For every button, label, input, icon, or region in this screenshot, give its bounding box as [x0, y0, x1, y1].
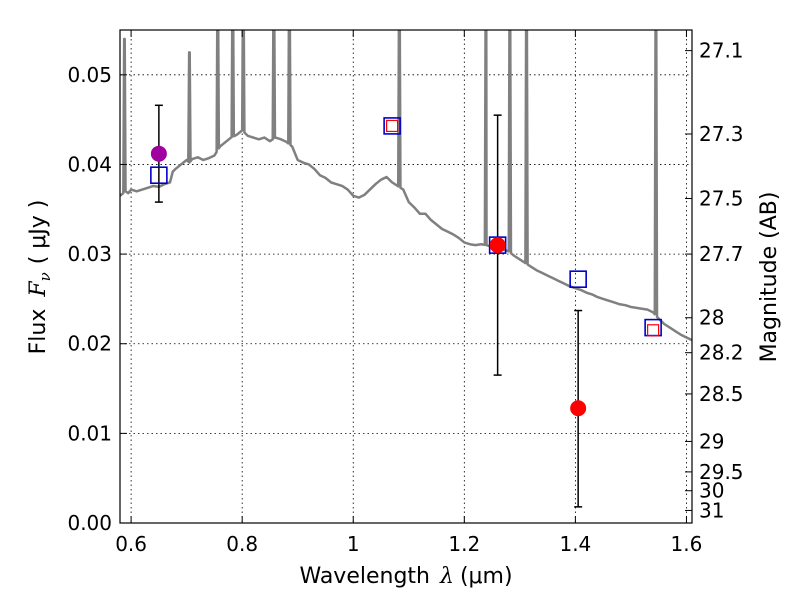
plot-series	[120, 30, 692, 508]
y2-tick-label: 30	[699, 479, 724, 503]
observed-point	[150, 145, 167, 162]
inner-square	[386, 119, 399, 133]
y-tick-label: 0.01	[67, 421, 112, 445]
model-spectrum-line	[120, 30, 692, 342]
y2-tick-label: 29	[699, 429, 724, 453]
model-photometry-square	[150, 166, 168, 185]
axes: 0.6 0.8 1 1.2 1.4 1.6 0.00 0.01 0.02 0.03 0.04 0.05…	[67, 30, 744, 556]
y2-tick-label: 29.5	[699, 460, 744, 484]
x-tick-label: 1.2	[448, 532, 480, 556]
model-photometry-square	[569, 270, 587, 288]
x-tick-label: 1.4	[559, 532, 591, 556]
observed-point	[489, 237, 506, 254]
x-tick-label: 1	[347, 532, 360, 556]
y-tick-label: 0.00	[67, 511, 112, 535]
model-photometry-square	[383, 117, 401, 135]
x-tick-label: 0.6	[115, 532, 147, 556]
y2-tick-label: 27.5	[699, 187, 744, 211]
grid	[120, 30, 692, 524]
x-tick-label: 1.6	[671, 532, 703, 556]
y2-tick-label: 27.7	[699, 242, 744, 266]
plot-frame	[119, 29, 693, 524]
y-tick-label: 0.05	[67, 63, 112, 87]
inner-square	[647, 324, 660, 337]
y-tick-label: 0.02	[67, 332, 112, 356]
y2-tick-label: 27.1	[699, 39, 744, 63]
y2-tick-label: 27.3	[699, 122, 744, 146]
y2-tick-label: 28	[699, 306, 724, 330]
y-tick-label: 0.03	[67, 242, 112, 266]
y-tick-label: 0.04	[67, 152, 112, 176]
observed-point	[570, 400, 587, 417]
y2-tick-label: 28.5	[699, 382, 744, 406]
x-axis-label: Wavelength λ (μm)	[299, 564, 512, 589]
y2-axis-label: Magnitude (AB)	[757, 192, 782, 363]
y2-tick-label: 28.2	[699, 341, 744, 365]
x-tick-label: 0.8	[226, 532, 258, 556]
y2-tick-label: 31	[699, 498, 724, 522]
y-axis-label: FluxFν( μJy )	[26, 200, 54, 355]
